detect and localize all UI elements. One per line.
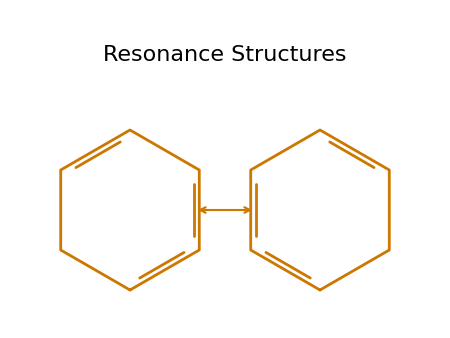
Text: Resonance Structures: Resonance Structures bbox=[103, 45, 347, 65]
